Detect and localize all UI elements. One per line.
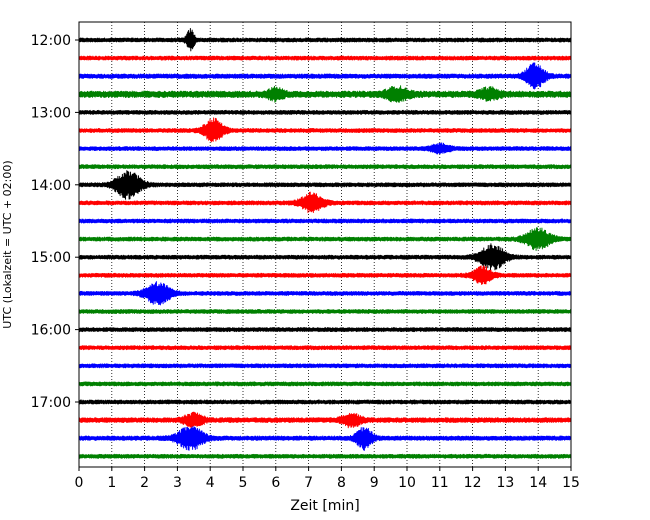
x-tick-label-14: 14 (529, 475, 547, 491)
trace-row-14:00 (78, 170, 572, 200)
y-tick-label-17:00: 17:00 (31, 395, 71, 411)
y-tick-label-12:00: 12:00 (31, 33, 71, 49)
trace-row-17:15 (78, 411, 572, 429)
x-tick-label-15: 15 (562, 475, 580, 491)
trace-rows (78, 28, 572, 459)
trace-row-15:45 (78, 309, 572, 314)
x-tick-label-5: 5 (239, 475, 248, 491)
x-tick-label-7: 7 (304, 475, 313, 491)
trace-row-16:30 (78, 363, 572, 369)
trace-row-15:15 (78, 265, 572, 285)
trace-row-16:45 (78, 381, 572, 387)
y-axis-ticks: 12:00 13:00 14:00 15:00 16:00 17:00 (31, 33, 79, 411)
x-tick-label-2: 2 (140, 475, 149, 491)
x-axis-ticks: 0 1 2 3 4 5 6 7 8 9 10 11 12 13 14 15 (75, 467, 580, 491)
y-tick-label-13:00: 13:00 (31, 105, 71, 121)
trace-row-15:00 (78, 243, 572, 271)
x-tick-label-13: 13 (496, 475, 514, 491)
trace-row-17:30 (78, 426, 572, 451)
trace-row-17:00 (78, 399, 572, 405)
x-tick-label-10: 10 (398, 475, 416, 491)
trace-row-15:30 (78, 281, 572, 306)
trace-row-17:45 (78, 453, 572, 459)
x-tick-label-0: 0 (75, 475, 84, 491)
trace-row-14:15 (78, 191, 572, 214)
x-tick-label-1: 1 (107, 475, 116, 491)
x-tick-label-12: 12 (464, 475, 482, 491)
y-tick-label-16:00: 16:00 (31, 323, 71, 339)
trace-row-13:00 (78, 109, 572, 115)
trace-row-12:15 (78, 55, 572, 61)
trace-row-13:45 (78, 164, 572, 170)
y-tick-label-15:00: 15:00 (31, 250, 71, 266)
x-tick-label-4: 4 (206, 475, 215, 491)
y-axis-label: UTC (Lokalzeit = UTC + 02:00) (1, 160, 14, 328)
trace-row-13:30 (78, 142, 572, 155)
trace-row-12:30 (78, 62, 572, 90)
trace-row-16:00 (78, 327, 572, 333)
x-tick-label-8: 8 (337, 475, 346, 491)
x-tick-label-11: 11 (431, 475, 449, 491)
y-tick-label-14:00: 14:00 (31, 178, 71, 194)
trace-row-14:30 (78, 218, 572, 224)
x-tick-label-9: 9 (370, 475, 379, 491)
trace-row-12:00 (78, 28, 572, 52)
trace-row-16:15 (78, 345, 572, 351)
plot-frame (78, 21, 572, 468)
x-axis-label: Zeit [min] (290, 498, 359, 514)
x-tick-label-3: 3 (173, 475, 182, 491)
x-tick-label-6: 6 (271, 475, 280, 491)
trace-row-14:45 (78, 227, 572, 251)
trace-row-13:15 (78, 117, 572, 143)
trace-row-12:45 (78, 85, 572, 103)
